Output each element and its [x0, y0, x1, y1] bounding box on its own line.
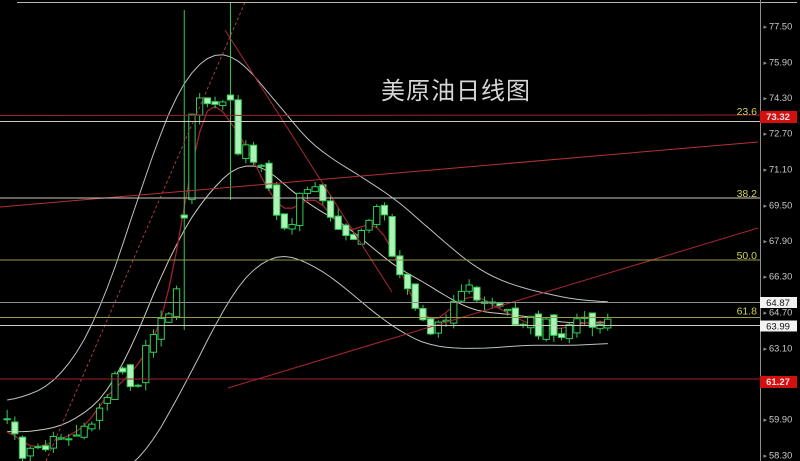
svg-text:▸: ▸ [764, 346, 768, 353]
svg-text:▸: ▸ [764, 203, 768, 210]
svg-text:61.27: 61.27 [766, 377, 790, 388]
svg-text:74.30: 74.30 [769, 93, 792, 103]
svg-text:▸: ▸ [764, 274, 768, 281]
svg-text:72.70: 72.70 [769, 129, 792, 139]
svg-text:59.90: 59.90 [769, 415, 792, 425]
svg-text:64.70: 64.70 [769, 308, 792, 318]
svg-text:▸: ▸ [764, 453, 768, 460]
svg-text:▸: ▸ [764, 417, 768, 424]
svg-text:75.90: 75.90 [769, 57, 792, 67]
svg-text:71.10: 71.10 [769, 165, 792, 175]
svg-text:63.10: 63.10 [769, 343, 792, 353]
svg-text:▸: ▸ [764, 131, 768, 138]
svg-text:77.50: 77.50 [769, 22, 792, 32]
svg-text:▸: ▸ [764, 60, 768, 67]
svg-text:67.90: 67.90 [769, 236, 792, 246]
svg-text:▸: ▸ [764, 239, 768, 246]
svg-text:64.87: 64.87 [766, 298, 790, 309]
svg-text:66.30: 66.30 [769, 272, 792, 282]
svg-text:61.8: 61.8 [737, 306, 758, 318]
svg-text:▸: ▸ [764, 24, 768, 31]
svg-text:23.6: 23.6 [737, 106, 758, 118]
svg-text:▸: ▸ [764, 96, 768, 103]
svg-text:美原油日线图: 美原油日线图 [381, 78, 531, 105]
svg-text:50.0: 50.0 [737, 250, 758, 262]
svg-text:73.32: 73.32 [766, 112, 790, 123]
svg-text:69.50: 69.50 [769, 200, 792, 210]
svg-text:38.2: 38.2 [737, 188, 758, 200]
svg-text:▸: ▸ [764, 167, 768, 174]
svg-text:63.99: 63.99 [766, 321, 790, 332]
svg-text:58.30: 58.30 [769, 451, 792, 461]
svg-text:▸: ▸ [764, 310, 768, 317]
